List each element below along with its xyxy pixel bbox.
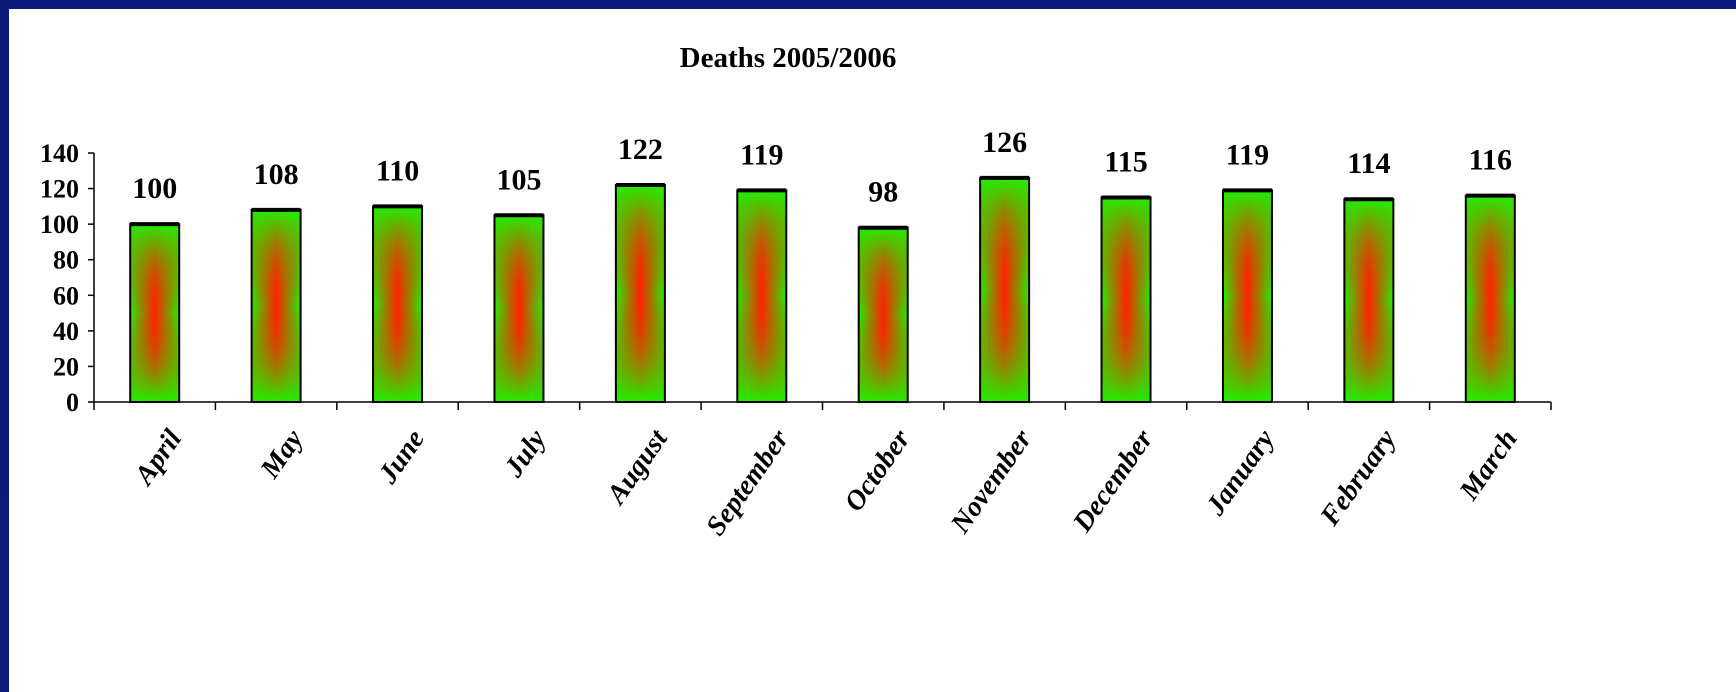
y-tick-label: 140 — [40, 139, 79, 168]
bar-shade — [737, 190, 787, 402]
category-label: July — [498, 424, 553, 484]
data-label: 100 — [132, 172, 177, 205]
data-label: 119 — [740, 138, 783, 171]
y-tick-label: 20 — [53, 352, 79, 381]
y-axis: 0 20 40 60 80 100 120 140 — [40, 139, 95, 417]
data-label: 114 — [1347, 147, 1390, 180]
category-label: December — [1067, 423, 1160, 538]
bar-september — [736, 188, 788, 403]
x-axis: April May June July August September October No… — [93, 401, 1552, 541]
y-tick-label: 60 — [53, 281, 79, 310]
bar-shade — [1465, 195, 1515, 402]
bar-december — [1100, 195, 1152, 403]
category-label: August — [600, 423, 675, 511]
y-tick-label: 0 — [66, 388, 79, 417]
bar-may — [250, 207, 302, 403]
y-tick-label: 100 — [40, 210, 79, 239]
data-label: 110 — [376, 154, 419, 187]
data-label: 122 — [618, 133, 663, 166]
bar-november — [979, 175, 1031, 403]
bar-june — [372, 204, 424, 403]
y-tick-label: 80 — [53, 246, 79, 275]
y-tick-label: 120 — [40, 175, 79, 204]
category-label: June — [372, 424, 431, 490]
bar-shade — [615, 185, 665, 402]
bar-shade — [494, 215, 544, 402]
bar-shade — [980, 177, 1030, 402]
chart-panel: Deaths 2005/2006 0 20 40 60 80 100 120 140 100 1… — [9, 9, 1736, 692]
bar-shade — [1344, 199, 1394, 402]
chart-title: Deaths 2005/2006 — [680, 42, 897, 74]
category-label: May — [254, 424, 310, 485]
category-label: January — [1200, 424, 1282, 522]
bar-october — [857, 225, 909, 403]
category-label: November — [944, 423, 1038, 539]
category-label: April — [128, 424, 189, 492]
y-tick-label: 40 — [53, 317, 79, 346]
bar-shade — [1101, 197, 1151, 402]
bars-group: 100 108 110 105 122 119 98 126 115 119 114 116 — [129, 126, 1516, 403]
data-label: 105 — [496, 163, 541, 196]
bar-july — [493, 213, 545, 403]
data-label: 126 — [982, 126, 1027, 159]
bar-shade — [251, 209, 301, 402]
category-label: October — [839, 423, 918, 517]
category-label: March — [1453, 424, 1524, 506]
bar-august — [614, 183, 666, 403]
bar-february — [1343, 197, 1395, 403]
data-label: 98 — [868, 176, 898, 209]
category-label: September — [700, 423, 796, 541]
data-label: 119 — [1226, 138, 1269, 171]
bar-shade — [1222, 190, 1272, 402]
bar-april — [129, 222, 181, 403]
bar-january — [1221, 188, 1273, 403]
bar-march — [1464, 193, 1516, 403]
bar-shade — [858, 227, 908, 402]
category-label: February — [1314, 424, 1403, 532]
bar-shade — [373, 206, 423, 402]
bar-shade — [130, 224, 180, 402]
data-label: 116 — [1469, 144, 1512, 177]
data-label: 115 — [1104, 145, 1147, 178]
data-label: 108 — [254, 158, 299, 191]
